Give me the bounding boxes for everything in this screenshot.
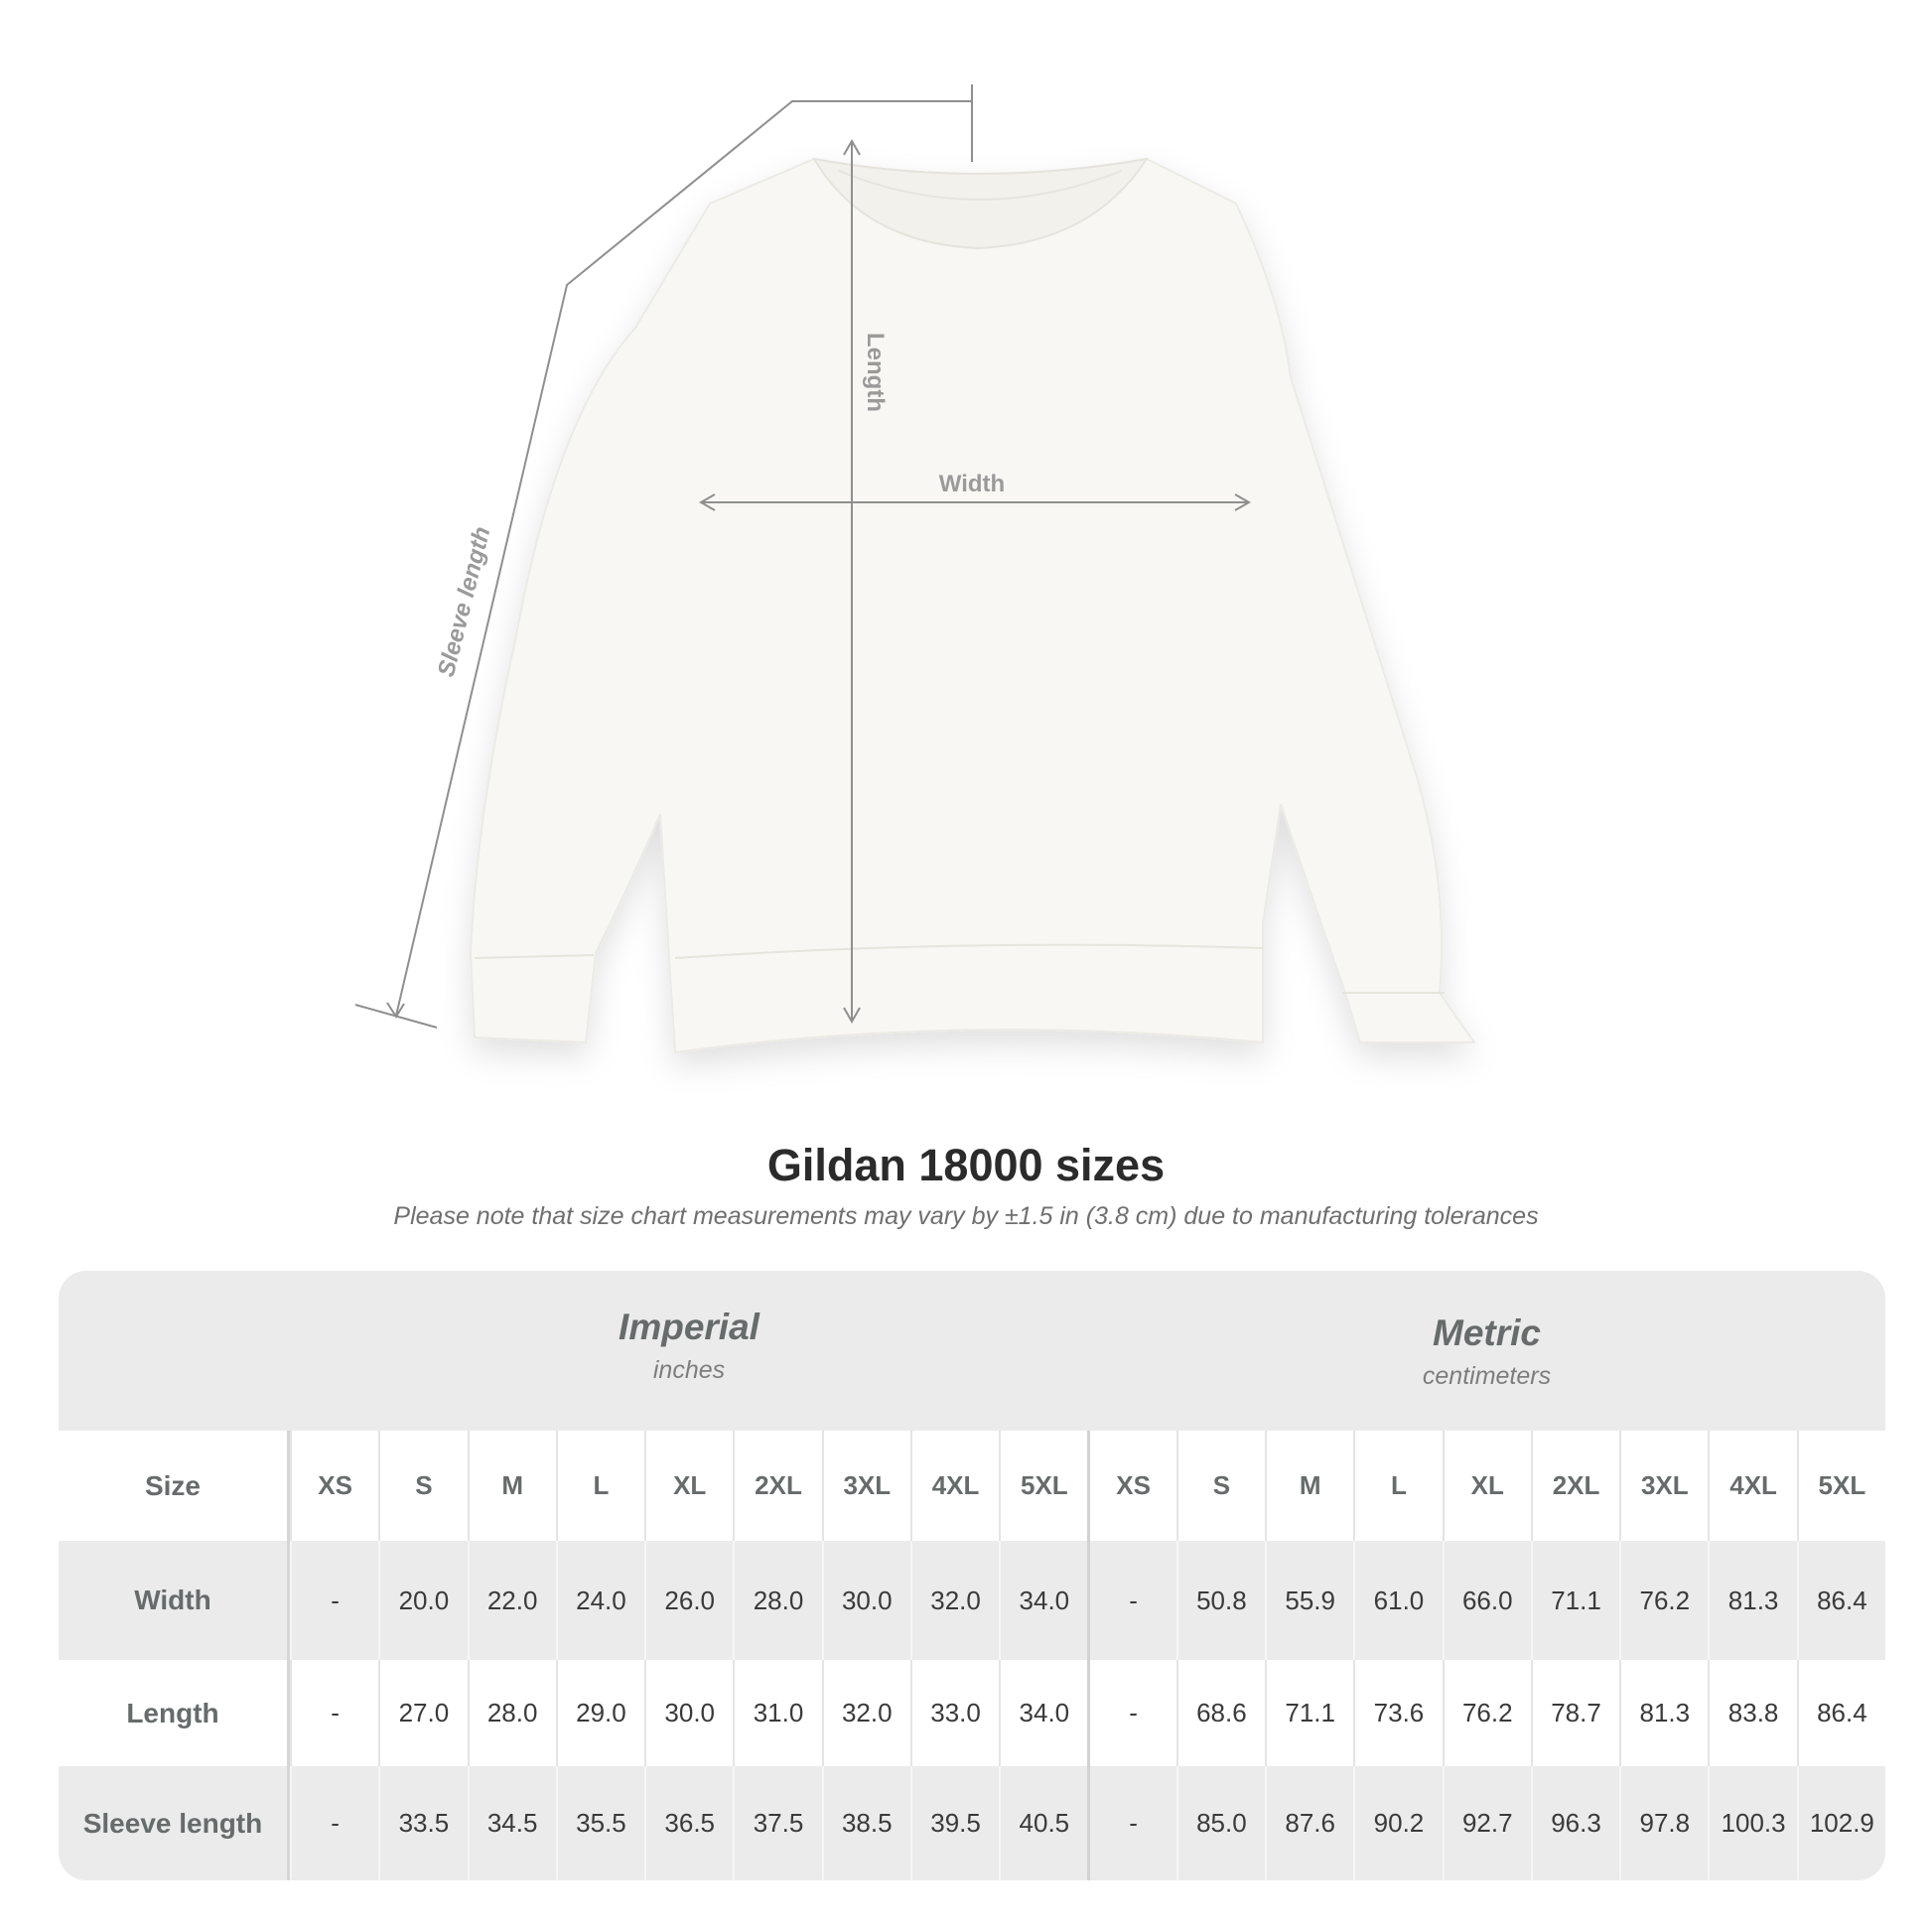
value-cell: 96.3 bbox=[1530, 1766, 1619, 1880]
value-cell: 68.6 bbox=[1175, 1660, 1265, 1766]
size-header-cell: 2XL bbox=[733, 1431, 821, 1541]
value-cell: 87.6 bbox=[1265, 1766, 1353, 1880]
table-group-header: Imperial inches Metric centimeters bbox=[59, 1271, 1885, 1431]
value-cell: 78.7 bbox=[1530, 1660, 1619, 1766]
value-cell: 61.0 bbox=[1353, 1541, 1442, 1660]
size-header-cell: L bbox=[555, 1431, 644, 1541]
value-cell: 29.0 bbox=[555, 1660, 644, 1766]
value-cell: 102.9 bbox=[1796, 1766, 1885, 1880]
row-label: Sleeve length bbox=[59, 1766, 290, 1880]
value-cell: 36.5 bbox=[644, 1766, 733, 1880]
value-cell: 32.0 bbox=[821, 1660, 910, 1766]
value-cell: 27.0 bbox=[378, 1660, 467, 1766]
length-label: Length bbox=[862, 333, 889, 412]
value-cell: 97.8 bbox=[1619, 1766, 1708, 1880]
value-cell: 81.3 bbox=[1708, 1541, 1796, 1660]
value-cell: 30.0 bbox=[821, 1541, 910, 1660]
size-header-cell: 3XL bbox=[1619, 1431, 1708, 1541]
group-unit: centimeters bbox=[1422, 1362, 1552, 1390]
value-cell: 76.2 bbox=[1442, 1660, 1531, 1766]
tolerance-note: Please note that size chart measurements… bbox=[393, 1202, 1539, 1230]
value-cell: - bbox=[289, 1541, 378, 1660]
group-imperial: Imperial inches bbox=[290, 1271, 1088, 1431]
value-cell: 55.9 bbox=[1265, 1541, 1353, 1660]
size-header-cell: M bbox=[467, 1431, 556, 1541]
size-header-cell: 4XL bbox=[1708, 1431, 1796, 1541]
size-header-cell: 5XL bbox=[1796, 1431, 1885, 1541]
value-cell: 100.3 bbox=[1708, 1766, 1796, 1880]
row-label: Length bbox=[59, 1660, 290, 1766]
measurement-lines bbox=[354, 84, 1252, 1029]
value-cell: - bbox=[1087, 1541, 1175, 1660]
group-name: Metric bbox=[1433, 1312, 1541, 1353]
value-cell: 35.5 bbox=[555, 1766, 644, 1880]
size-table: Imperial inches Metric centimeters Size X… bbox=[59, 1271, 1885, 1880]
value-cell: 26.0 bbox=[644, 1541, 733, 1660]
row-label: Size bbox=[59, 1431, 290, 1541]
size-header-cell: 5XL bbox=[999, 1431, 1087, 1541]
value-cell: 28.0 bbox=[733, 1541, 821, 1660]
value-cell: 34.0 bbox=[999, 1660, 1087, 1766]
value-cell: 81.3 bbox=[1619, 1660, 1708, 1766]
size-header-cell: 2XL bbox=[1530, 1431, 1619, 1541]
page-title: Gildan 18000 sizes bbox=[766, 1140, 1166, 1190]
value-cell: 38.5 bbox=[821, 1766, 910, 1880]
size-header-cell: M bbox=[1265, 1431, 1353, 1541]
value-cell: 32.0 bbox=[909, 1541, 999, 1660]
sweatshirt-diagram: Width Length Sleeve length bbox=[354, 84, 1476, 1054]
group-metric: Metric centimeters bbox=[1088, 1271, 1885, 1431]
size-header-cell: S bbox=[378, 1431, 467, 1541]
sweatshirt-image bbox=[469, 157, 1476, 1054]
size-header-row: Size XS S M L XL 2XL 3XL 4XL 5XL XS S M L XL 2XL 3XL 4XL 5… bbox=[59, 1431, 1885, 1541]
value-cell: 33.0 bbox=[909, 1660, 999, 1766]
value-cell: 39.5 bbox=[909, 1766, 999, 1880]
value-cell: 92.7 bbox=[1442, 1766, 1531, 1880]
row-label: Width bbox=[59, 1541, 290, 1660]
group-name: Imperial bbox=[619, 1307, 759, 1347]
size-header-cell: XL bbox=[644, 1431, 733, 1541]
value-cell: 28.0 bbox=[467, 1660, 556, 1766]
value-cell: 76.2 bbox=[1619, 1541, 1708, 1660]
size-header-cell: XS bbox=[1087, 1431, 1175, 1541]
value-cell: 86.4 bbox=[1796, 1541, 1885, 1660]
value-cell: 33.5 bbox=[378, 1766, 467, 1880]
value-cell: - bbox=[1087, 1660, 1175, 1766]
table-row: Sleeve length -33.5 34.5 35.5 36.5 37.5 38.5 39… bbox=[59, 1766, 1885, 1880]
value-cell: 73.6 bbox=[1353, 1660, 1442, 1766]
value-cell: 37.5 bbox=[733, 1766, 821, 1880]
value-cell: 50.8 bbox=[1175, 1541, 1265, 1660]
group-unit: inches bbox=[652, 1356, 726, 1384]
value-cell: 71.1 bbox=[1265, 1660, 1353, 1766]
table-row: Width -20.0 22.0 24.0 26.0 28.0 30.0 32.0 34.0-5… bbox=[59, 1541, 1885, 1660]
value-cell: - bbox=[289, 1660, 378, 1766]
value-cell: 66.0 bbox=[1442, 1541, 1531, 1660]
value-cell: 22.0 bbox=[467, 1541, 556, 1660]
size-header-cell: XS bbox=[289, 1431, 378, 1541]
value-cell: 30.0 bbox=[644, 1660, 733, 1766]
size-header-cell: 4XL bbox=[909, 1431, 999, 1541]
value-cell: 34.0 bbox=[999, 1541, 1087, 1660]
size-header-cell: S bbox=[1175, 1431, 1265, 1541]
value-cell: 40.5 bbox=[999, 1766, 1087, 1880]
value-cell: 71.1 bbox=[1530, 1541, 1619, 1660]
value-cell: 24.0 bbox=[555, 1541, 644, 1660]
value-cell: - bbox=[1087, 1766, 1175, 1880]
size-header-cell: L bbox=[1353, 1431, 1442, 1541]
value-cell: 83.8 bbox=[1708, 1660, 1796, 1766]
value-cell: 34.5 bbox=[467, 1766, 556, 1880]
size-header-cell: 3XL bbox=[821, 1431, 910, 1541]
sleeve-length-label: Sleeve length bbox=[433, 524, 496, 680]
table-row: Length -27.0 28.0 29.0 30.0 31.0 32.0 33.0 34.0-… bbox=[59, 1660, 1885, 1766]
value-cell: - bbox=[289, 1766, 378, 1880]
width-label: Width bbox=[939, 471, 1005, 497]
value-cell: 86.4 bbox=[1796, 1660, 1885, 1766]
value-cell: 20.0 bbox=[378, 1541, 467, 1660]
value-cell: 31.0 bbox=[733, 1660, 821, 1766]
value-cell: 85.0 bbox=[1175, 1766, 1265, 1880]
value-cell: 90.2 bbox=[1353, 1766, 1442, 1880]
size-header-cell: XL bbox=[1442, 1431, 1531, 1541]
